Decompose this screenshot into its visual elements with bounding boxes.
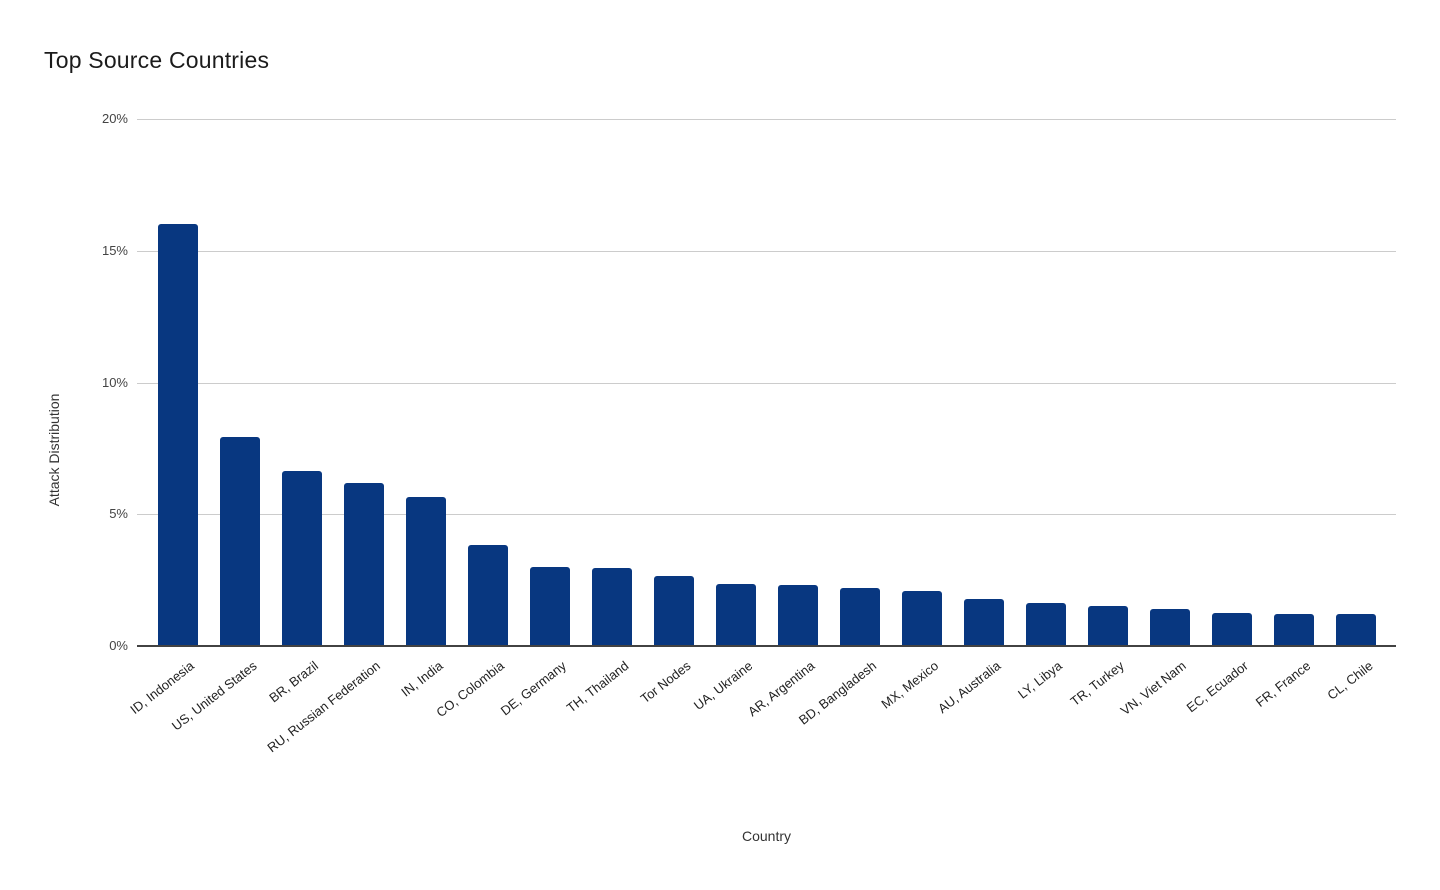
bar-BD, Bangladesh[interactable] [840,588,880,646]
bar-TR, Turkey[interactable] [1088,606,1128,646]
x-axis-title: Country [741,828,792,844]
gridline-10% [137,382,1396,384]
plot-area [137,119,1396,647]
y-axis-title: Attack Distribution [46,393,62,507]
x-tick-label-VN, Viet Nam: VN, Viet Nam [1118,658,1190,719]
bar-CL, Chile[interactable] [1336,614,1376,646]
bar-FR, France[interactable] [1274,614,1314,646]
x-tick-label-RU, Russian Federation: RU, Russian Federation [264,658,384,756]
bar-AU, Australia[interactable] [964,598,1004,646]
y-tick-label: 0% [109,638,128,653]
y-tick-label: 10% [101,374,128,390]
y-tick-label: 15% [101,242,128,258]
bar-EC, Ecuador[interactable] [1212,613,1252,646]
bar-LY, Libya[interactable] [1026,602,1066,646]
gridline-20% [137,119,1396,120]
x-tick-label-FR, France: FR, France [1252,658,1314,710]
x-tick-label-LY, Libya: LY, Libya [1015,658,1066,702]
x-tick-label-UA, Ukraine: UA, Ukraine [690,658,756,713]
bar-MX, Mexico[interactable] [902,590,942,646]
chart-title: Top Source Countries [44,47,270,73]
y-tick-label: 5% [109,506,128,522]
x-tick-label-IN, India: IN, India [397,658,446,700]
bar-Tor Nodes[interactable] [654,576,694,646]
x-tick-label-Tor Nodes: Tor Nodes [637,658,694,707]
bar-AR, Argentina[interactable] [778,585,818,646]
bar-ID, Indonesia[interactable] [158,224,198,646]
x-tick-label-AU, Australia: AU, Australia [934,658,1004,717]
gridline-15% [137,250,1396,252]
x-tick-label-MX, Mexico: MX, Mexico [878,658,942,712]
bar-VN, Viet Nam[interactable] [1150,609,1190,646]
x-tick-label-CL, Chile: CL, Chile [1323,658,1376,703]
bar-DE, Germany[interactable] [530,566,570,646]
bar-US, United States[interactable] [220,436,260,646]
bar-UA, Ukraine[interactable] [716,584,756,646]
bar-BR, Brazil[interactable] [282,470,322,646]
y-tick-label: 20% [101,111,128,126]
gridline-5% [137,514,1396,516]
x-tick-label-EC, Ecuador: EC, Ecuador [1183,658,1252,716]
x-tick-label-TR, Turkey: TR, Turkey [1067,658,1128,709]
x-tick-label-DE, Germany: DE, Germany [497,658,570,719]
x-axis-line [137,645,1396,647]
x-tick-label-CO, Colombia: CO, Colombia [433,658,508,721]
bar-RU, Russian Federation[interactable] [344,482,384,646]
bar-CO, Colombia[interactable] [468,544,508,646]
x-tick-label-TH, Thailand: TH, Thailand [563,658,632,716]
x-tick-label-BR, Brazil: BR, Brazil [266,658,322,706]
bar-TH, Thailand[interactable] [592,568,632,646]
bar-IN, India[interactable] [406,497,446,646]
